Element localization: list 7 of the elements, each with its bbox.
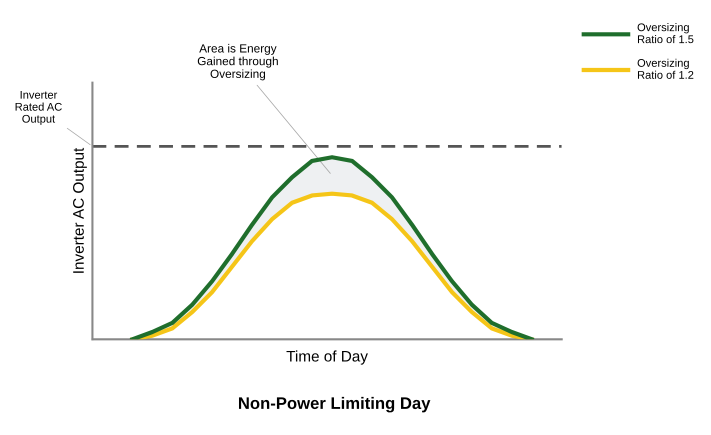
legend-label: Oversizing Ratio of 1.5: [638, 23, 694, 44]
ref-line-label: Inverter Rated AC Output: [16, 90, 62, 125]
x-axis-title: Time of Day: [286, 350, 368, 365]
text: Non-Power Limiting Day: [238, 396, 430, 412]
legend-label: Oversizing Ratio of 1.2: [638, 58, 694, 79]
y-axis-title: Inverter AC Output: [73, 148, 87, 273]
text: Area is Energy Gained through Oversizing: [198, 44, 278, 80]
